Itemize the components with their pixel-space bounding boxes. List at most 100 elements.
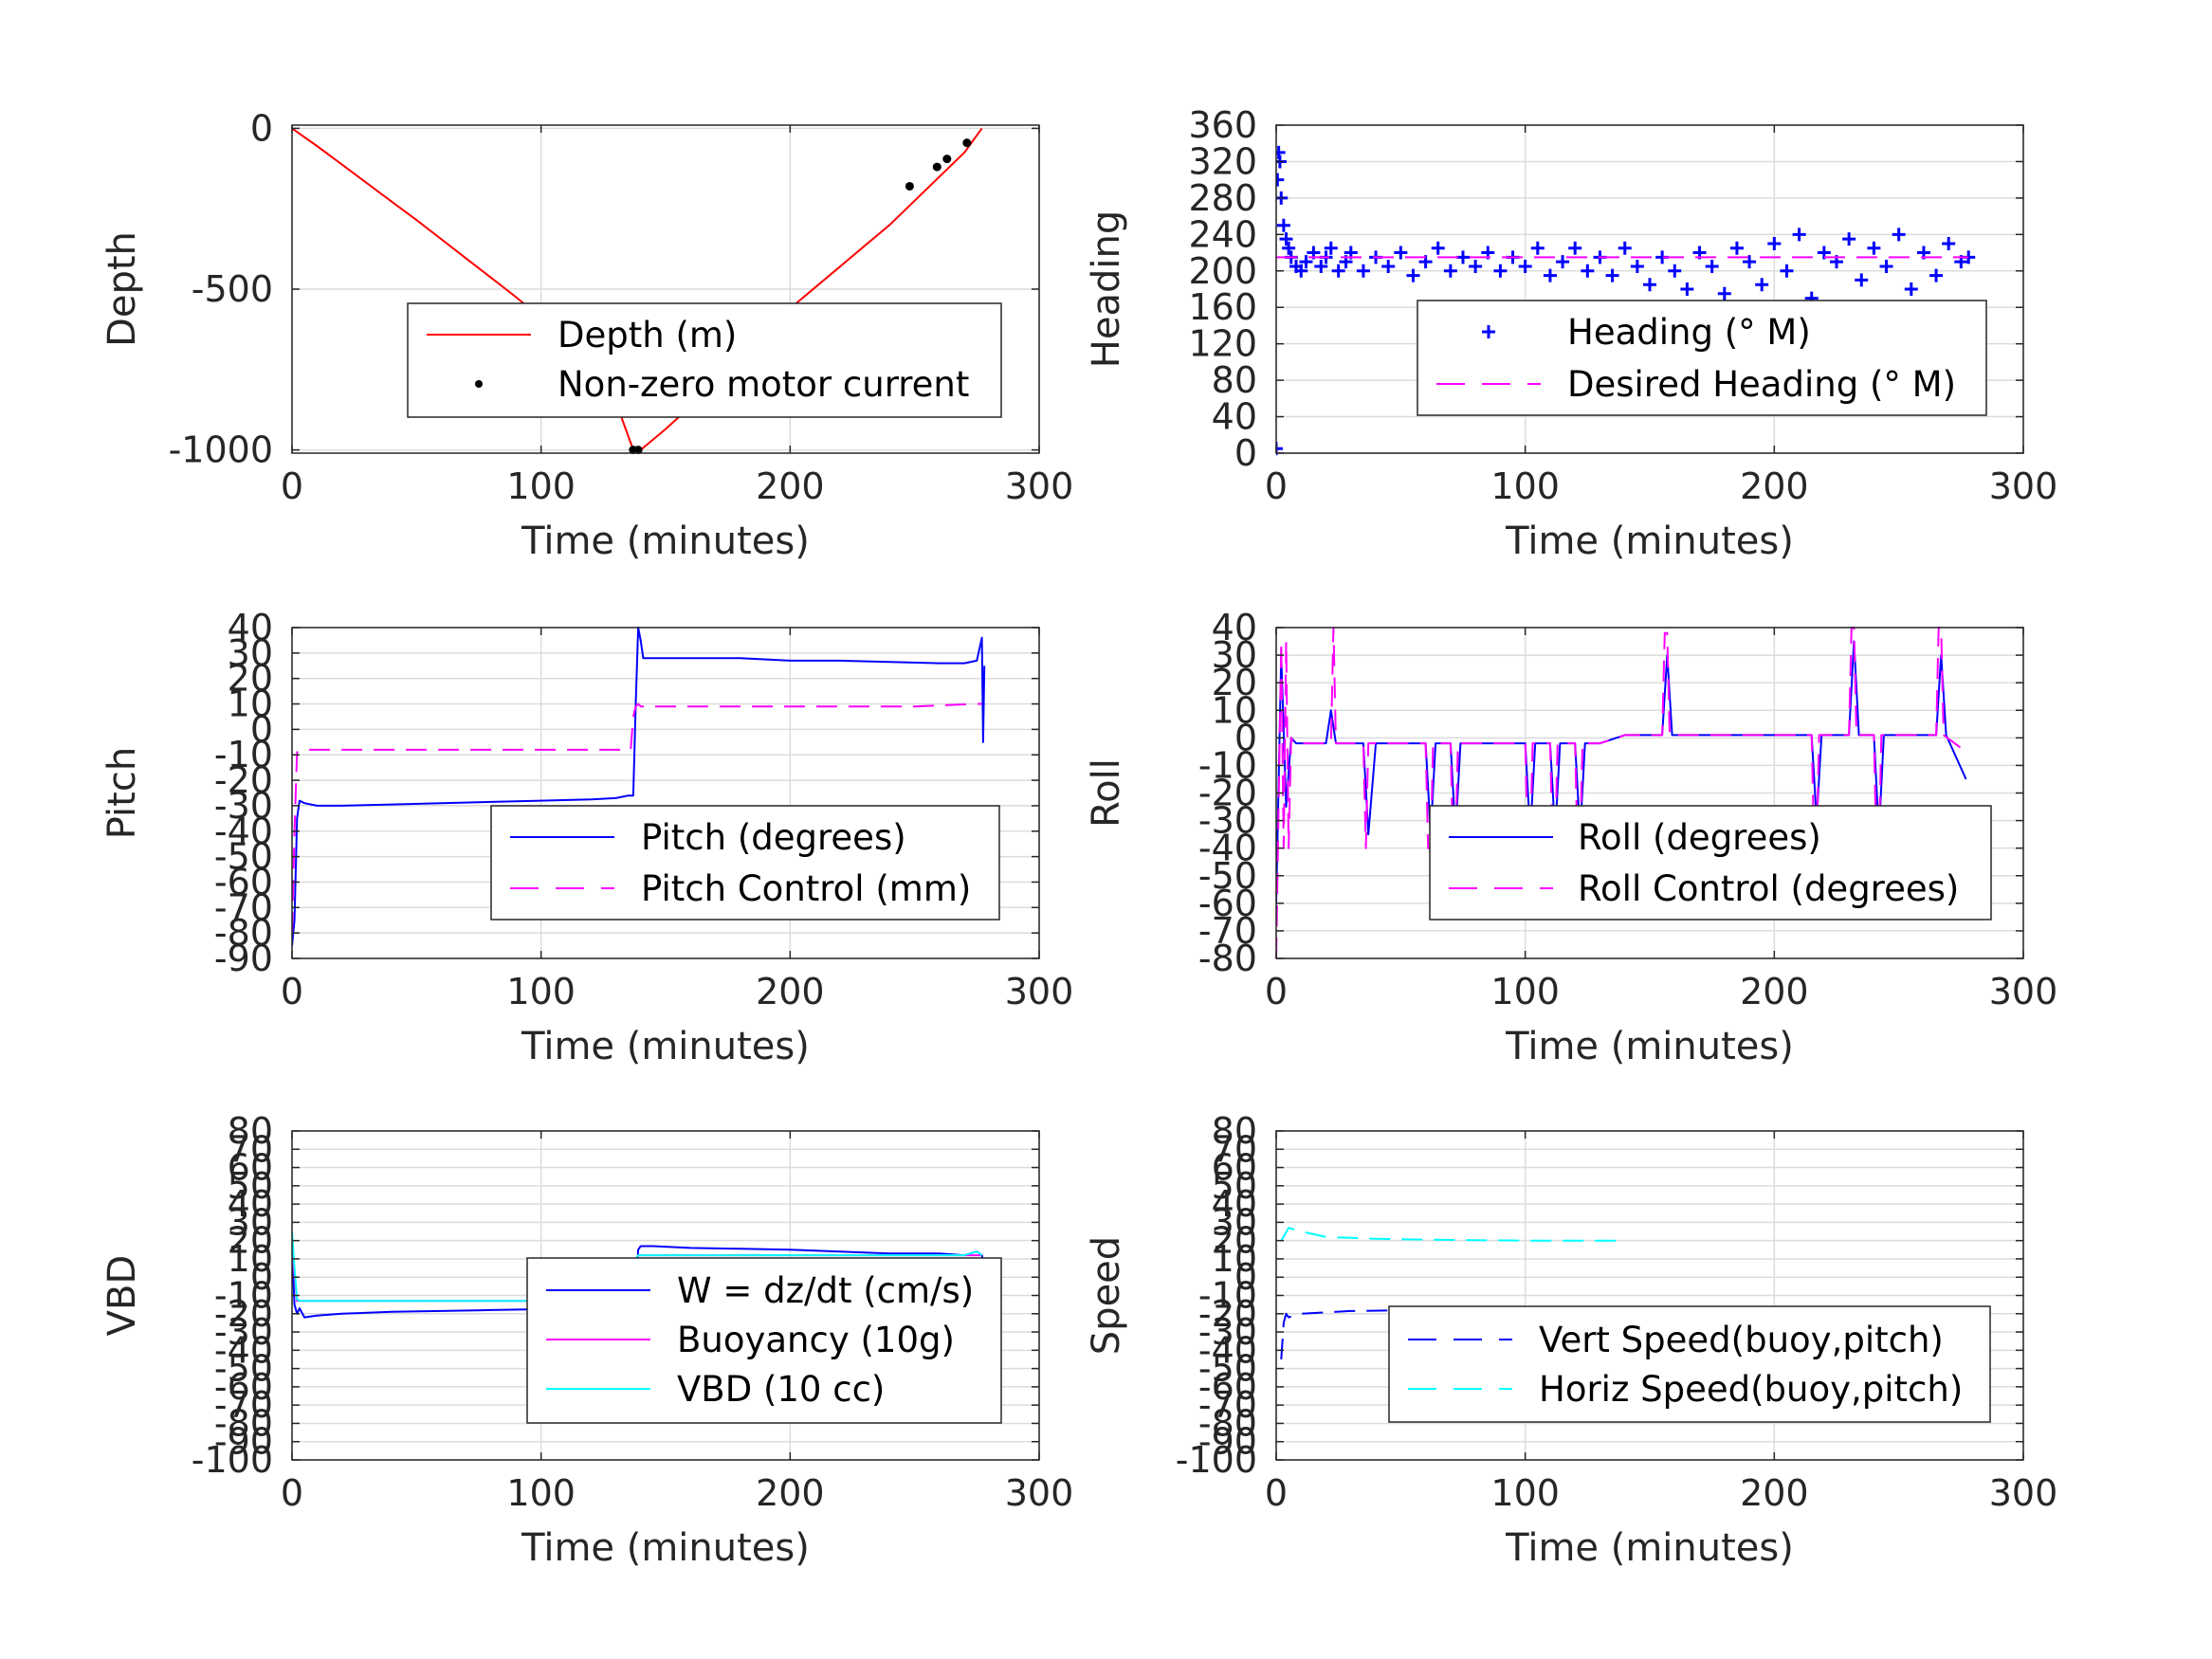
data-point-heading bbox=[1331, 264, 1345, 278]
data-point-heading bbox=[1314, 259, 1328, 273]
data-point-heading bbox=[1767, 236, 1782, 250]
panel-speed: 0 100 200 300-100-90-80-70-60-50-40-30-20-1… bbox=[1085, 1110, 2057, 1570]
x-tick-label: 300 bbox=[1989, 1472, 2058, 1514]
data-point-depth bbox=[633, 446, 643, 455]
y-tick-label: -10 bbox=[214, 1275, 273, 1317]
legend-label: Buoyancy (10g) bbox=[677, 1320, 955, 1360]
panel-vbd: 0 100 200 300-100-90-80-70-60-50-40-30-20-1… bbox=[101, 1110, 1073, 1570]
y-tick-label: -40 bbox=[214, 811, 273, 852]
legend-label: Depth (m) bbox=[558, 315, 737, 356]
y-tick-label: -500 bbox=[192, 268, 273, 310]
data-point-heading bbox=[1929, 268, 1944, 283]
y-tick-label: -50 bbox=[1198, 1348, 1257, 1390]
y-tick-label: 240 bbox=[1188, 213, 1257, 255]
y-tick-label: 0 bbox=[1234, 1256, 1257, 1298]
y-tick-label: -20 bbox=[1198, 773, 1257, 814]
y-tick-label: 10 bbox=[228, 1238, 273, 1280]
series-line-pitch-0 bbox=[292, 627, 986, 946]
y-axis-label: VBD bbox=[101, 1255, 144, 1337]
x-tick-label: 100 bbox=[1490, 1472, 1560, 1514]
y-tick-label: 70 bbox=[1212, 1128, 1257, 1170]
panel-pitch: 0 100 200 300-90-80-70-60-50-40-30-20-10010… bbox=[101, 607, 1073, 1068]
y-tick-label: -80 bbox=[214, 912, 273, 954]
x-tick-label: 0 bbox=[281, 465, 303, 507]
data-point-heading bbox=[1456, 250, 1470, 264]
y-tick-label: -30 bbox=[214, 785, 273, 827]
x-tick-label: 0 bbox=[1265, 1472, 1288, 1514]
x-tick-label: 200 bbox=[756, 465, 825, 507]
y-tick-label: 20 bbox=[1212, 1220, 1257, 1262]
y-tick-label: -10 bbox=[1198, 744, 1257, 786]
y-tick-label: 30 bbox=[1212, 1201, 1257, 1243]
data-point-heading bbox=[1469, 259, 1483, 273]
data-point-heading bbox=[1493, 264, 1508, 278]
y-tick-label: 80 bbox=[228, 1110, 273, 1152]
x-tick-label: 200 bbox=[1740, 971, 1809, 1012]
y-tick-label: -90 bbox=[214, 1421, 273, 1463]
y-tick-label: 80 bbox=[1212, 1110, 1257, 1152]
y-tick-label: -80 bbox=[214, 1402, 273, 1444]
panel-depth: 0 100 200 300 -1000 -500 0 Time (minutes) Depth D… bbox=[101, 107, 1073, 563]
x-tick-label: 200 bbox=[756, 1472, 825, 1514]
series-group bbox=[292, 627, 986, 946]
data-point-heading bbox=[1518, 259, 1532, 273]
legend-depth: Depth (m) Non-zero motor current bbox=[407, 302, 1002, 418]
y-tick-label: -40 bbox=[1198, 1329, 1257, 1371]
axes-box bbox=[291, 627, 1040, 959]
legend-vbd: W = dz/dt (cm/s) Buoyancy (10g) VBD (10 cc… bbox=[526, 1257, 1002, 1424]
data-point-heading bbox=[1855, 273, 1869, 287]
data-point-heading bbox=[1904, 283, 1918, 296]
data-point-heading bbox=[1792, 228, 1806, 242]
data-point-depth bbox=[932, 162, 941, 172]
data-point-heading bbox=[1443, 264, 1457, 278]
y-tick-label: 0 bbox=[250, 1256, 273, 1298]
y-tick-label: 50 bbox=[1212, 1165, 1257, 1207]
legend-pitch: Pitch (degrees) Pitch Control (mm) bbox=[490, 805, 1000, 921]
y-tick-label: 40 bbox=[1212, 1183, 1257, 1225]
y-tick-label: -20 bbox=[1198, 1293, 1257, 1335]
y-tick-label: -90 bbox=[214, 938, 273, 979]
legend-label: Non-zero motor current bbox=[558, 364, 969, 405]
legend-box bbox=[1417, 300, 1987, 416]
y-tick-label: -100 bbox=[1176, 1439, 1257, 1481]
x-tick-label: 100 bbox=[506, 971, 576, 1012]
y-axis-label: Speed bbox=[1085, 1236, 1128, 1355]
y-tick-label: 200 bbox=[1188, 250, 1257, 292]
data-point-heading bbox=[1530, 241, 1545, 255]
y-axis-label: Depth bbox=[101, 231, 144, 347]
y-tick-label: -40 bbox=[1198, 828, 1257, 869]
legend-label: Roll Control (degrees) bbox=[1578, 868, 1959, 909]
y-tick-label: 70 bbox=[228, 1128, 273, 1170]
y-tick-label: 0 bbox=[1234, 717, 1257, 758]
data-point-heading bbox=[1942, 236, 1956, 250]
y-tick-label: 360 bbox=[1188, 104, 1257, 146]
data-point-heading bbox=[1630, 259, 1644, 273]
x-axis-label: Time (minutes) bbox=[521, 520, 810, 563]
data-point-heading bbox=[1643, 278, 1656, 292]
y-axis-label: Pitch bbox=[101, 747, 144, 839]
data-point-heading bbox=[1356, 264, 1370, 278]
legend-label: Desired Heading (° M) bbox=[1567, 364, 1956, 405]
y-tick-label: 280 bbox=[1188, 177, 1257, 219]
legend-box bbox=[407, 302, 1002, 418]
y-tick-label: -70 bbox=[214, 1384, 273, 1426]
y-tick-label: 60 bbox=[228, 1147, 273, 1189]
x-axis-label: Time (minutes) bbox=[1505, 1025, 1794, 1068]
y-tick-label: -60 bbox=[214, 1366, 273, 1408]
y-tick-label: 0 bbox=[250, 107, 273, 149]
x-tick-label: 200 bbox=[1740, 465, 1809, 507]
data-point-heading bbox=[1543, 268, 1557, 283]
y-tick-label: -80 bbox=[1198, 938, 1257, 979]
data-point-heading bbox=[1394, 246, 1408, 260]
data-point-heading bbox=[1680, 283, 1694, 296]
y-tick-label: 0 bbox=[250, 708, 273, 750]
series-group bbox=[292, 127, 983, 455]
series-line-pitch-1 bbox=[292, 702, 982, 934]
x-tick-label: 300 bbox=[1989, 971, 2058, 1012]
data-point-heading bbox=[1406, 268, 1420, 283]
x-tick-label: 300 bbox=[1005, 465, 1074, 507]
data-point-heading bbox=[1817, 246, 1831, 260]
y-tick-label: -30 bbox=[1198, 1311, 1257, 1353]
y-tick-label: -1000 bbox=[169, 429, 273, 471]
legend-speed: Vert Speed(buoy,pitch) Horiz Speed(buoy,p… bbox=[1388, 1305, 1991, 1423]
